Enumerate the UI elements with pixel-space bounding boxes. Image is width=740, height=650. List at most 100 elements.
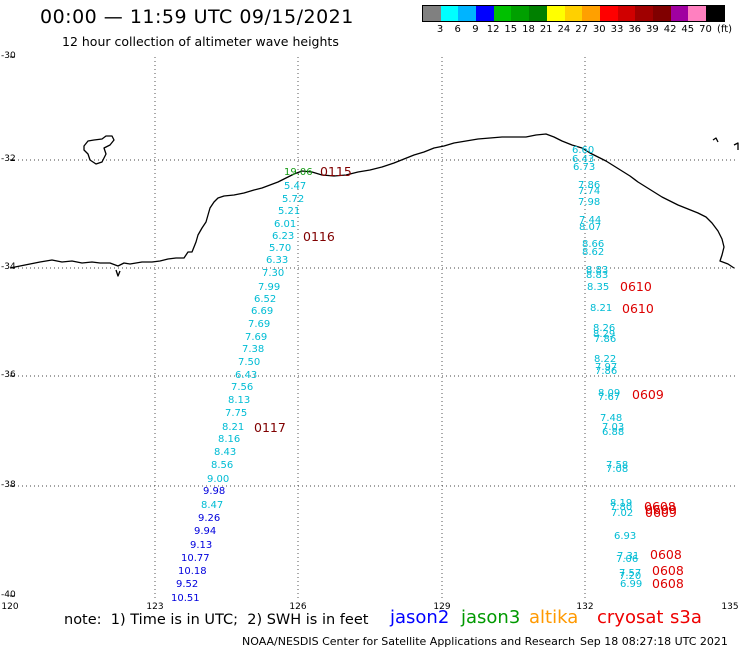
- swh-value: 8.19: [610, 498, 632, 509]
- map-subtitle: 12 hour collection of altimeter wave hei…: [62, 34, 339, 49]
- swh-value: 7.30: [262, 268, 284, 279]
- colorbar-tick-label: 33: [610, 24, 624, 35]
- pass-time-label: 0610: [622, 301, 654, 316]
- colorbar-tick-label: 27: [575, 24, 588, 35]
- swh-value: 7.67: [598, 392, 620, 403]
- swh-value: 8.22: [594, 354, 616, 365]
- swh-value: 7.99: [258, 282, 280, 293]
- latitude-label: -40: [1, 590, 16, 600]
- swh-value: 6.60: [572, 145, 594, 156]
- swh-value: 6.43: [572, 154, 594, 165]
- swh-value: 7.31: [617, 551, 639, 562]
- swh-value: 7.98: [578, 197, 600, 208]
- swh-value: 9.26: [198, 513, 220, 524]
- swh-value: 8.56: [211, 460, 233, 471]
- colorbar-swatch: [493, 6, 512, 21]
- swh-value: 7.75: [225, 408, 247, 419]
- swh-value: 7.44: [579, 215, 601, 226]
- legend-altika: altika: [529, 607, 579, 628]
- pass-time-label: 0117: [254, 420, 286, 435]
- swh-value: 19.06: [284, 167, 313, 178]
- colorbar-tick-label: 9: [472, 24, 479, 35]
- graticule: [10, 57, 735, 598]
- swh-value: 10.51: [171, 593, 200, 604]
- latitude-label: -32: [1, 154, 16, 164]
- swh-value: 7.86: [594, 334, 616, 345]
- pass-time-label: 0608: [652, 563, 684, 578]
- swh-value: 7.38: [242, 344, 264, 355]
- swh-value: 9.94: [194, 526, 216, 537]
- swh-value: 8.83: [586, 265, 608, 276]
- swh-value: 8.09: [598, 388, 620, 399]
- colorbar-swatch: [617, 6, 636, 21]
- colorbar-swatch: [582, 6, 600, 21]
- swh-value: 9.13: [190, 540, 212, 551]
- colorbar-swatch: [635, 6, 653, 21]
- pass-time-label: 0609: [645, 505, 677, 520]
- colorbar-swatch: [476, 6, 494, 21]
- swh-value: 7.69: [248, 319, 270, 330]
- colorbar-tick-label: 3: [436, 24, 444, 35]
- footer-note: note: 1) Time is in UTC; 2) SWH is in fe…: [64, 612, 369, 628]
- longitude-label: 132: [576, 602, 594, 612]
- colorbar-swatch: [599, 6, 618, 21]
- swh-value: 8.16: [218, 434, 240, 445]
- colorbar-tick-label: 70: [699, 24, 712, 35]
- swh-value: 7.02: [611, 508, 633, 519]
- swh-value: 5.21: [278, 206, 300, 217]
- colorbar-tick-label: 24: [557, 24, 571, 35]
- legend-jason2: jason2: [390, 607, 450, 628]
- longitude-label: 120: [1, 602, 19, 612]
- swh-value: 7.86: [578, 180, 600, 191]
- swh-value: 5.72: [282, 194, 304, 205]
- swh-value: 7.58: [606, 460, 628, 471]
- swh-value: 6.73: [573, 162, 595, 173]
- swh-value: 7.86: [595, 366, 617, 377]
- pass-time-label: 0608: [644, 499, 676, 514]
- swh-value: 8.47: [201, 500, 223, 511]
- colorbar-swatch: [670, 6, 689, 21]
- swh-value: 8.13: [228, 395, 250, 406]
- pass-time-label: 0116: [303, 229, 335, 244]
- longitude-label: 126: [289, 602, 307, 612]
- swh-value: 6.99: [620, 579, 642, 590]
- swh-value: 8.29: [593, 329, 615, 340]
- swh-value: 8.83: [586, 270, 608, 281]
- colorbar-tick-label: 18: [522, 24, 535, 35]
- swh-value: 10.18: [178, 566, 207, 577]
- legend-s3a: s3a: [670, 607, 702, 628]
- swh-value: 8.62: [582, 247, 604, 258]
- colorbar-swatch: [652, 6, 671, 21]
- swh-value: 8.66: [582, 239, 604, 250]
- swh-value: 6.93: [614, 531, 636, 542]
- longitude-label: 129: [433, 602, 451, 612]
- colorbar-swatch: [440, 6, 459, 21]
- colorbar-swatch: [511, 6, 530, 21]
- longitude-label: 135: [721, 602, 739, 612]
- swh-value: 7.69: [245, 332, 267, 343]
- swh-value: 9.52: [176, 579, 198, 590]
- swh-value: 7.03: [602, 422, 624, 433]
- swh-value: 6.23: [272, 231, 294, 242]
- swh-value: 8.35: [587, 282, 609, 293]
- colorbar-tick-label: 39: [646, 24, 659, 35]
- colorbar-swatch: [546, 6, 565, 21]
- swh-value: 5.70: [269, 243, 291, 254]
- swh-value: 7.08: [606, 464, 628, 475]
- colorbar-tick-label: 42: [663, 24, 677, 35]
- swh-value: 8.07: [579, 222, 601, 233]
- swh-value: 6.43: [235, 370, 257, 381]
- swh-value: 8.43: [214, 447, 236, 458]
- pass-time-labels: 0115011601170610061006090608060906090608…: [254, 164, 684, 591]
- colorbar-tick-label: 15: [504, 24, 518, 35]
- frame-ticks: [10, 56, 15, 597]
- pass-time-label: 0115: [320, 164, 352, 179]
- swh-value: 6.69: [251, 306, 273, 317]
- east-track-values: 6.606.436.737.867.747.987.448.078.668.62…: [572, 145, 642, 590]
- map-title: 00:00 — 11:59 UTC 09/15/2021: [40, 6, 354, 28]
- latitude-label: -36: [1, 370, 16, 380]
- swh-value: 7.50: [238, 357, 260, 368]
- swh-value: 7.80: [610, 502, 632, 513]
- pass-time-label: 0609: [645, 502, 677, 517]
